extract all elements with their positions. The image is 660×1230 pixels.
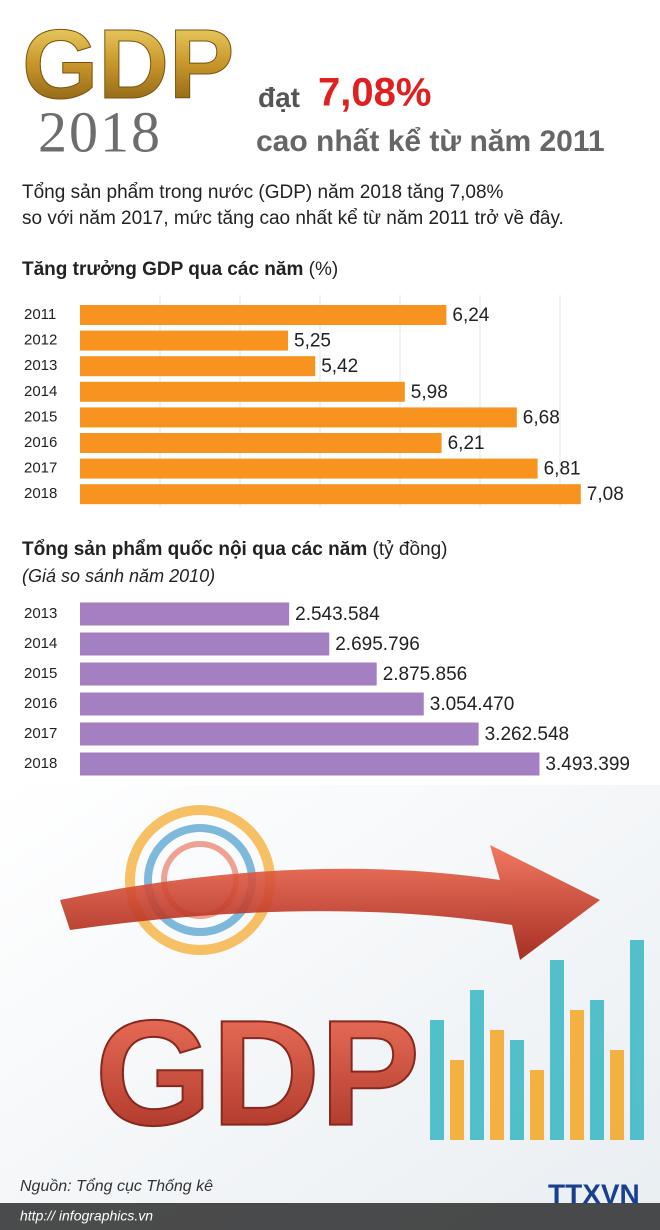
url: http:// infographics.vn xyxy=(20,1208,153,1224)
value-label: 5,25 xyxy=(294,331,331,352)
value-label: 6,81 xyxy=(544,459,581,480)
category-label: 2013 xyxy=(24,357,57,374)
value-label: 5,42 xyxy=(321,356,358,377)
category-label: 2018 xyxy=(24,485,57,502)
category-label: 2015 xyxy=(24,408,57,425)
bar xyxy=(80,381,405,402)
svg-text:GDP: GDP xyxy=(95,989,420,1157)
value-label: 7,08 xyxy=(587,484,624,505)
tagline: cao nhất kể từ năm 2011 xyxy=(256,125,605,158)
value-label: 2.695.796 xyxy=(335,634,420,655)
bar xyxy=(80,433,442,453)
category-label: 2017 xyxy=(24,460,57,477)
value-label: 3.054.470 xyxy=(430,694,515,715)
category-label: 2017 xyxy=(24,725,57,742)
bar xyxy=(80,330,288,351)
category-label: 2013 xyxy=(24,605,57,622)
bar xyxy=(80,356,316,377)
bar xyxy=(80,484,581,505)
category-label: 2011 xyxy=(24,306,56,323)
bar xyxy=(80,752,540,776)
value-label: 2.543.584 xyxy=(295,604,380,625)
value-label: 2.875.856 xyxy=(383,664,468,685)
big-title: GDP xyxy=(22,9,234,119)
bar xyxy=(80,305,447,325)
category-label: 2015 xyxy=(24,665,57,682)
value-label: 6,21 xyxy=(448,433,485,454)
intro-line: Tổng sản phẩm trong nước (GDP) năm 2018 … xyxy=(22,182,504,203)
value-label: 6,68 xyxy=(523,407,560,428)
category-label: 2014 xyxy=(24,635,57,652)
footer-bar xyxy=(0,1203,660,1230)
category-label: 2018 xyxy=(24,755,57,772)
value-label: 5,98 xyxy=(411,382,448,403)
chart-title: Tăng trưởng GDP qua các năm (%) xyxy=(22,259,338,280)
chart-title: Tổng sản phẩm quốc nội qua các năm (tỷ đ… xyxy=(22,539,447,560)
intro-line: so với năm 2017, mức tăng cao nhất kể từ… xyxy=(22,208,564,229)
value-label: 6,24 xyxy=(452,305,489,326)
value-label: 3.262.548 xyxy=(485,724,570,745)
bar xyxy=(80,692,424,716)
bar xyxy=(80,458,538,479)
category-label: 2016 xyxy=(24,695,57,712)
value-label: 3.493.399 xyxy=(545,754,630,775)
bar xyxy=(80,602,290,626)
source: Nguồn: Tổng cục Thống kê xyxy=(20,1177,213,1195)
logo: TTXVN xyxy=(548,1178,640,1209)
category-label: 2012 xyxy=(24,332,57,349)
category-label: 2014 xyxy=(24,383,57,400)
illustration: GDP xyxy=(0,785,660,1230)
bar xyxy=(80,407,517,428)
lead: đạt xyxy=(258,82,300,113)
year: 2018 xyxy=(38,99,162,164)
bar xyxy=(80,722,479,746)
category-label: 2016 xyxy=(24,434,57,451)
chart-subtitle: (Giá so sánh năm 2010) xyxy=(22,566,215,586)
bar xyxy=(80,662,377,686)
highlight: 7,08% xyxy=(318,71,431,115)
bar xyxy=(80,632,330,656)
